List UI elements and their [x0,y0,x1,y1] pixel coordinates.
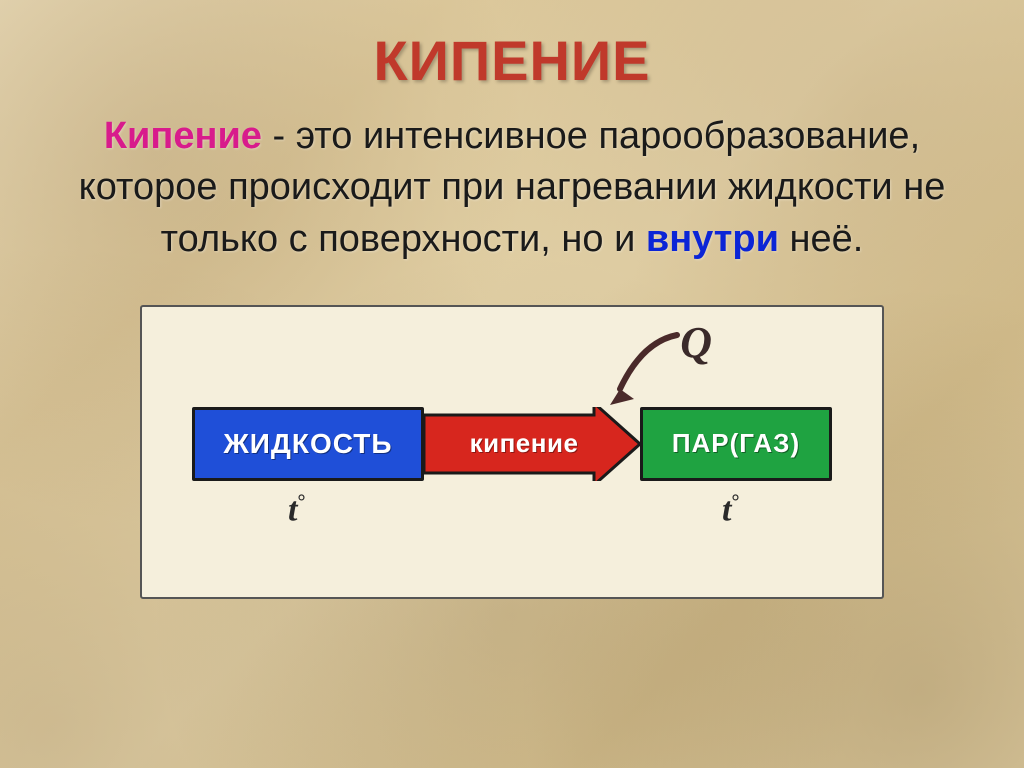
diagram-frame: Q ЖИДКОСТЬ кипение ПАР(ГАЗ) t° t° [140,305,884,599]
definition-line1: - это интенсивное парообразование, [262,115,920,157]
temp-label-right: t° [722,491,739,529]
definition-highlight: внутри [646,218,779,260]
temp-label-left: t° [288,491,305,529]
definition-term: Кипение [104,115,262,157]
node-gas: ПАР(ГАЗ) [640,407,832,481]
definition-text: Кипение - это интенсивное парообразовани… [32,111,992,265]
definition-tail: неё. [779,218,863,260]
slide-title: КИПЕНИЕ [0,28,1024,93]
process-arrow-icon [424,407,640,481]
node-liquid: ЖИДКОСТЬ [192,407,424,481]
heat-input: Q [592,317,712,412]
heat-symbol: Q [680,317,712,368]
boiling-diagram: Q ЖИДКОСТЬ кипение ПАР(ГАЗ) t° t° [192,367,832,547]
